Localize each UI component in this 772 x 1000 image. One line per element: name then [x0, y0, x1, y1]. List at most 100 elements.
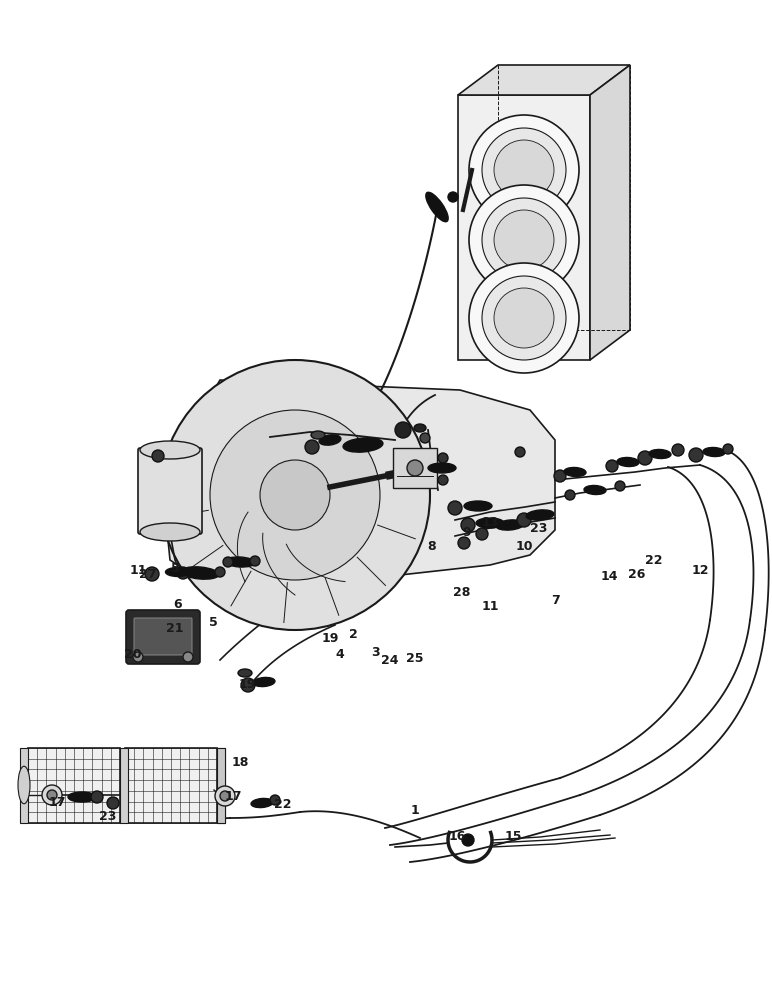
Ellipse shape	[584, 485, 606, 495]
Ellipse shape	[251, 798, 273, 808]
Circle shape	[183, 652, 193, 662]
Ellipse shape	[181, 567, 219, 579]
Bar	[217, 748, 225, 823]
Text: 17: 17	[48, 796, 66, 810]
Circle shape	[494, 140, 554, 200]
FancyBboxPatch shape	[126, 610, 200, 664]
Circle shape	[210, 410, 380, 580]
Circle shape	[494, 288, 554, 348]
Circle shape	[469, 115, 579, 225]
Bar	[20, 748, 28, 823]
Circle shape	[407, 460, 423, 476]
Circle shape	[152, 450, 164, 462]
Circle shape	[395, 422, 411, 438]
Circle shape	[223, 557, 233, 567]
Ellipse shape	[464, 501, 492, 511]
Bar	[217, 748, 225, 823]
Circle shape	[47, 790, 57, 800]
Text: 23: 23	[100, 810, 117, 822]
Text: 9: 9	[462, 526, 472, 540]
Text: 20: 20	[124, 648, 142, 662]
Text: 18: 18	[232, 756, 249, 768]
Text: 11: 11	[481, 600, 499, 613]
Text: 11: 11	[129, 564, 147, 576]
Circle shape	[260, 460, 330, 530]
Circle shape	[615, 481, 625, 491]
Circle shape	[638, 451, 652, 465]
Bar	[120, 748, 128, 823]
Text: 13: 13	[481, 516, 499, 528]
Text: 21: 21	[166, 621, 184, 635]
Circle shape	[689, 448, 703, 462]
Ellipse shape	[253, 677, 275, 687]
Text: 2: 2	[349, 629, 357, 642]
Text: 10: 10	[515, 540, 533, 552]
Text: 22: 22	[274, 798, 292, 812]
Text: 26: 26	[628, 568, 645, 582]
Ellipse shape	[649, 449, 671, 459]
Circle shape	[250, 556, 260, 566]
Circle shape	[482, 128, 566, 212]
Circle shape	[107, 797, 119, 809]
Circle shape	[672, 444, 684, 456]
Circle shape	[438, 453, 448, 463]
Circle shape	[160, 360, 430, 630]
Ellipse shape	[140, 441, 200, 459]
Circle shape	[220, 791, 230, 801]
Text: 3: 3	[371, 646, 379, 658]
Text: 27: 27	[139, 568, 157, 582]
Circle shape	[270, 795, 280, 805]
Ellipse shape	[343, 438, 383, 452]
Polygon shape	[165, 380, 555, 580]
Bar	[125, 748, 217, 823]
Circle shape	[515, 447, 525, 457]
Text: 5: 5	[171, 562, 179, 574]
Text: 14: 14	[601, 570, 618, 584]
Circle shape	[554, 470, 566, 482]
Ellipse shape	[414, 424, 426, 432]
Ellipse shape	[526, 510, 554, 520]
Circle shape	[215, 786, 235, 806]
Circle shape	[145, 567, 159, 581]
Polygon shape	[458, 95, 590, 360]
Ellipse shape	[703, 447, 725, 457]
Circle shape	[91, 791, 103, 803]
Circle shape	[494, 210, 554, 270]
Ellipse shape	[426, 192, 449, 222]
Ellipse shape	[238, 669, 252, 677]
Circle shape	[469, 185, 579, 295]
Ellipse shape	[18, 766, 30, 804]
Text: 19: 19	[321, 632, 339, 645]
Circle shape	[438, 475, 448, 485]
Text: 17: 17	[224, 790, 242, 802]
FancyBboxPatch shape	[134, 618, 192, 655]
Text: 24: 24	[381, 654, 399, 666]
Ellipse shape	[68, 792, 96, 802]
Text: 1: 1	[411, 804, 419, 816]
Circle shape	[482, 198, 566, 282]
Text: 7: 7	[550, 593, 560, 606]
Circle shape	[420, 433, 430, 443]
Circle shape	[723, 444, 733, 454]
Ellipse shape	[165, 568, 191, 576]
Ellipse shape	[311, 431, 325, 439]
Text: 23: 23	[530, 522, 547, 534]
Text: 22: 22	[645, 554, 662, 568]
Text: 12: 12	[691, 564, 709, 576]
Circle shape	[462, 834, 474, 846]
FancyBboxPatch shape	[393, 448, 437, 488]
Text: 4: 4	[336, 648, 344, 662]
Ellipse shape	[617, 457, 639, 467]
Ellipse shape	[140, 523, 200, 541]
Ellipse shape	[476, 518, 504, 528]
Text: 25: 25	[406, 652, 424, 664]
Circle shape	[517, 513, 531, 527]
Circle shape	[565, 490, 575, 500]
Circle shape	[448, 192, 458, 202]
Circle shape	[305, 440, 319, 454]
Text: 16: 16	[449, 830, 466, 842]
Polygon shape	[590, 65, 630, 360]
Circle shape	[476, 528, 488, 540]
Ellipse shape	[564, 467, 586, 477]
Text: 15: 15	[504, 830, 522, 842]
